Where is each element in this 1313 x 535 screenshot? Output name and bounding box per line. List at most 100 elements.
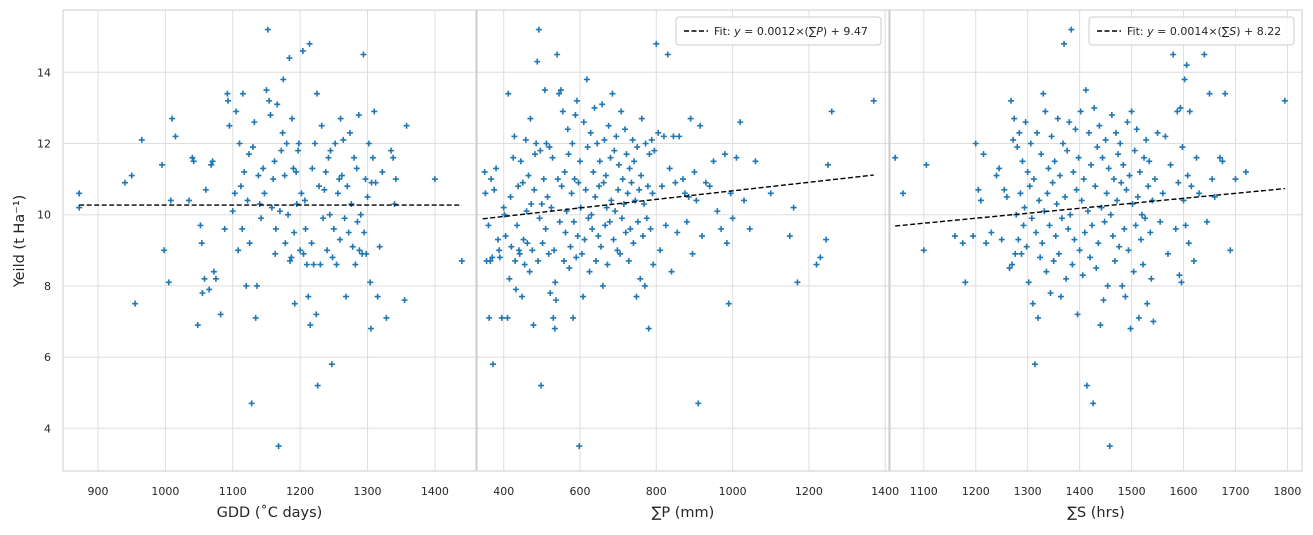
x-tick-label: 900	[88, 485, 109, 498]
data-point	[1164, 250, 1171, 257]
data-point	[668, 268, 675, 275]
data-point	[664, 51, 671, 58]
data-point	[1209, 176, 1216, 183]
data-point	[431, 176, 438, 183]
data-point	[568, 190, 575, 197]
data-point	[609, 90, 616, 97]
data-point	[388, 147, 395, 154]
scatter-points	[76, 26, 465, 450]
data-point	[342, 293, 349, 300]
data-point	[369, 154, 376, 161]
data-point	[348, 201, 355, 208]
data-point	[512, 286, 519, 293]
x-tick-label: 1200	[795, 485, 823, 498]
data-point	[602, 172, 609, 179]
data-point	[272, 250, 279, 257]
x-axis-label: ∑P (mm)	[652, 505, 715, 521]
x-axis-label: GDD (˚C days)	[217, 504, 323, 521]
data-point	[683, 218, 690, 225]
data-point	[302, 225, 309, 232]
data-point	[1067, 211, 1074, 218]
axes-frame	[62, 9, 477, 472]
data-point	[1077, 108, 1084, 115]
data-point	[634, 144, 641, 151]
data-point	[231, 190, 238, 197]
data-point	[595, 233, 602, 240]
data-point	[392, 176, 399, 183]
data-point	[1133, 126, 1140, 133]
data-point	[558, 183, 565, 190]
data-point	[281, 172, 288, 179]
data-point	[1117, 140, 1124, 147]
data-point	[718, 225, 725, 232]
data-point	[549, 154, 556, 161]
data-point	[1032, 229, 1039, 236]
data-point	[1113, 129, 1119, 136]
data-point	[605, 122, 612, 129]
data-point	[327, 147, 334, 154]
data-point	[571, 176, 578, 183]
data-point	[1014, 144, 1021, 151]
data-point	[260, 165, 267, 172]
data-point	[276, 208, 283, 215]
data-point	[1122, 293, 1129, 300]
data-point	[977, 197, 984, 204]
data-point	[515, 183, 522, 190]
data-point	[1097, 322, 1104, 329]
data-point	[1116, 243, 1123, 250]
data-point	[361, 229, 368, 236]
data-point	[702, 179, 709, 186]
data-point	[1025, 279, 1032, 286]
data-point	[618, 108, 625, 115]
data-point	[355, 112, 362, 119]
data-point	[353, 165, 360, 172]
data-point	[602, 222, 609, 229]
data-point	[314, 382, 321, 389]
data-point	[1114, 197, 1121, 204]
data-point	[1019, 158, 1026, 165]
data-point	[569, 140, 576, 147]
data-point	[1142, 215, 1149, 222]
data-point	[365, 140, 372, 147]
data-point	[1115, 151, 1122, 158]
data-point	[371, 108, 378, 115]
data-point	[581, 236, 588, 243]
data-point	[329, 254, 336, 261]
data-point	[1138, 211, 1145, 218]
data-point	[534, 58, 541, 65]
data-point	[627, 225, 634, 232]
data-point	[1134, 193, 1141, 200]
data-point	[676, 133, 683, 140]
y-tick-label: 6	[44, 351, 51, 364]
data-point	[1090, 400, 1097, 407]
data-point	[138, 136, 145, 143]
data-point	[547, 290, 554, 297]
data-point	[502, 233, 509, 240]
data-point	[511, 133, 518, 140]
data-point	[519, 293, 526, 300]
data-point	[628, 179, 635, 186]
data-point	[970, 233, 977, 240]
data-point	[641, 282, 648, 289]
data-point	[1043, 268, 1050, 275]
data-point	[636, 186, 643, 193]
data-point	[306, 40, 313, 47]
data-point	[1141, 154, 1148, 161]
data-point	[251, 119, 258, 126]
data-point	[524, 240, 531, 247]
data-point	[737, 119, 744, 126]
data-point	[1078, 197, 1085, 204]
data-point	[376, 243, 383, 250]
data-point	[301, 197, 308, 204]
data-point	[299, 47, 306, 54]
data-point	[899, 190, 906, 197]
data-point	[583, 76, 590, 83]
data-point	[1088, 161, 1095, 168]
data-point	[307, 322, 314, 329]
data-point	[311, 140, 318, 147]
data-point	[332, 140, 339, 147]
data-point	[586, 268, 593, 275]
data-point	[725, 300, 732, 307]
data-point	[1157, 218, 1164, 225]
data-point	[1016, 129, 1023, 136]
